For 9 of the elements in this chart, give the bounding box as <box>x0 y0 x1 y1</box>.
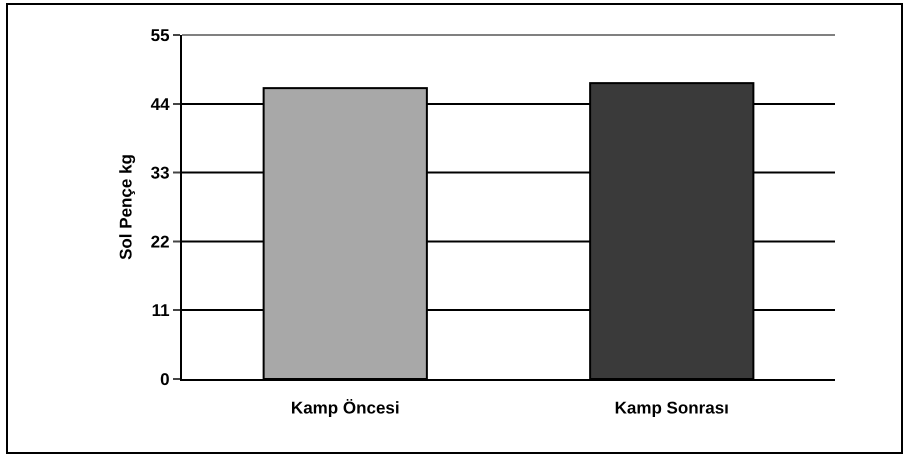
y-tick-label: 55 <box>150 26 170 45</box>
x-tick-label: Kamp Öncesi <box>290 398 400 418</box>
y-tick-label: 11 <box>152 301 170 320</box>
x-tick-label: Kamp Sonrası <box>614 398 729 418</box>
y-tick-label: 33 <box>150 164 170 183</box>
y-tick-label: 44 <box>150 94 170 114</box>
y-tick-label: 0 <box>160 370 170 389</box>
y-tick-label: 22 <box>150 232 170 252</box>
y-axis-title: Sol Pençe kg <box>116 154 136 260</box>
